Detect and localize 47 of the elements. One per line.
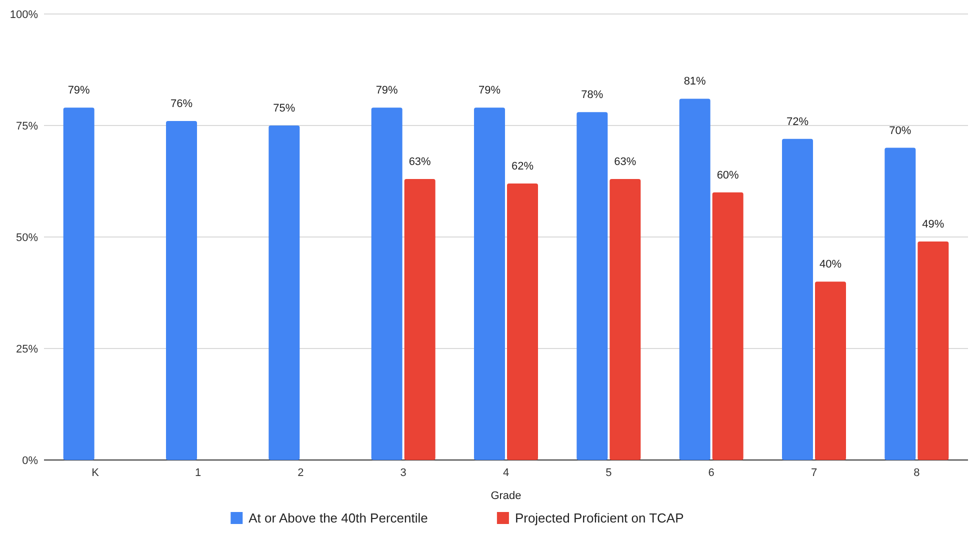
y-tick-label: 75% xyxy=(16,120,38,132)
x-tick-label: 8 xyxy=(914,467,920,479)
bar xyxy=(371,108,402,460)
x-axis-title: Grade xyxy=(490,490,522,502)
x-tick-label: 4 xyxy=(502,467,510,479)
data-label: 79% xyxy=(376,84,398,97)
bar xyxy=(507,183,538,460)
data-label: 79% xyxy=(478,84,501,97)
data-label: 63% xyxy=(614,156,636,168)
data-label: 75% xyxy=(273,102,296,114)
bar xyxy=(166,121,197,460)
x-tick-label: 5 xyxy=(606,467,612,479)
data-label: 81% xyxy=(684,76,706,88)
x-tick-label: 6 xyxy=(708,467,714,479)
y-tick-label: 50% xyxy=(16,232,38,244)
data-label: 70% xyxy=(889,124,912,137)
bar xyxy=(884,148,916,460)
data-label: 76% xyxy=(170,98,193,110)
legend-label: Projected Proficient on TCAP xyxy=(514,510,684,526)
bar xyxy=(610,179,641,460)
bar xyxy=(404,179,436,460)
bar xyxy=(474,108,505,460)
bar xyxy=(712,192,744,460)
bar xyxy=(679,98,710,460)
data-label: 62% xyxy=(511,160,534,172)
x-tick-label: 3 xyxy=(400,467,406,479)
y-tick-label: 25% xyxy=(16,343,38,356)
bar xyxy=(918,241,949,460)
bar xyxy=(815,282,846,460)
y-tick-label: 100% xyxy=(10,8,38,21)
data-label: 63% xyxy=(408,156,432,168)
y-tick-label: 0% xyxy=(22,454,38,467)
data-label: 78% xyxy=(581,89,604,102)
data-label: 72% xyxy=(786,116,809,128)
x-tick-label: 1 xyxy=(194,467,202,479)
bar xyxy=(576,112,608,460)
data-label: 60% xyxy=(716,169,740,182)
x-tick-label: 7 xyxy=(810,467,818,479)
data-label: 40% xyxy=(819,258,842,271)
legend-label: At or Above the 40th Percentile xyxy=(248,510,428,526)
data-label: 49% xyxy=(922,218,944,230)
data-label: 79% xyxy=(68,84,90,97)
bar xyxy=(63,108,94,460)
bar xyxy=(268,126,300,460)
x-tick-label: K xyxy=(92,467,100,479)
bar xyxy=(782,138,813,460)
x-tick-label: 2 xyxy=(298,467,304,479)
